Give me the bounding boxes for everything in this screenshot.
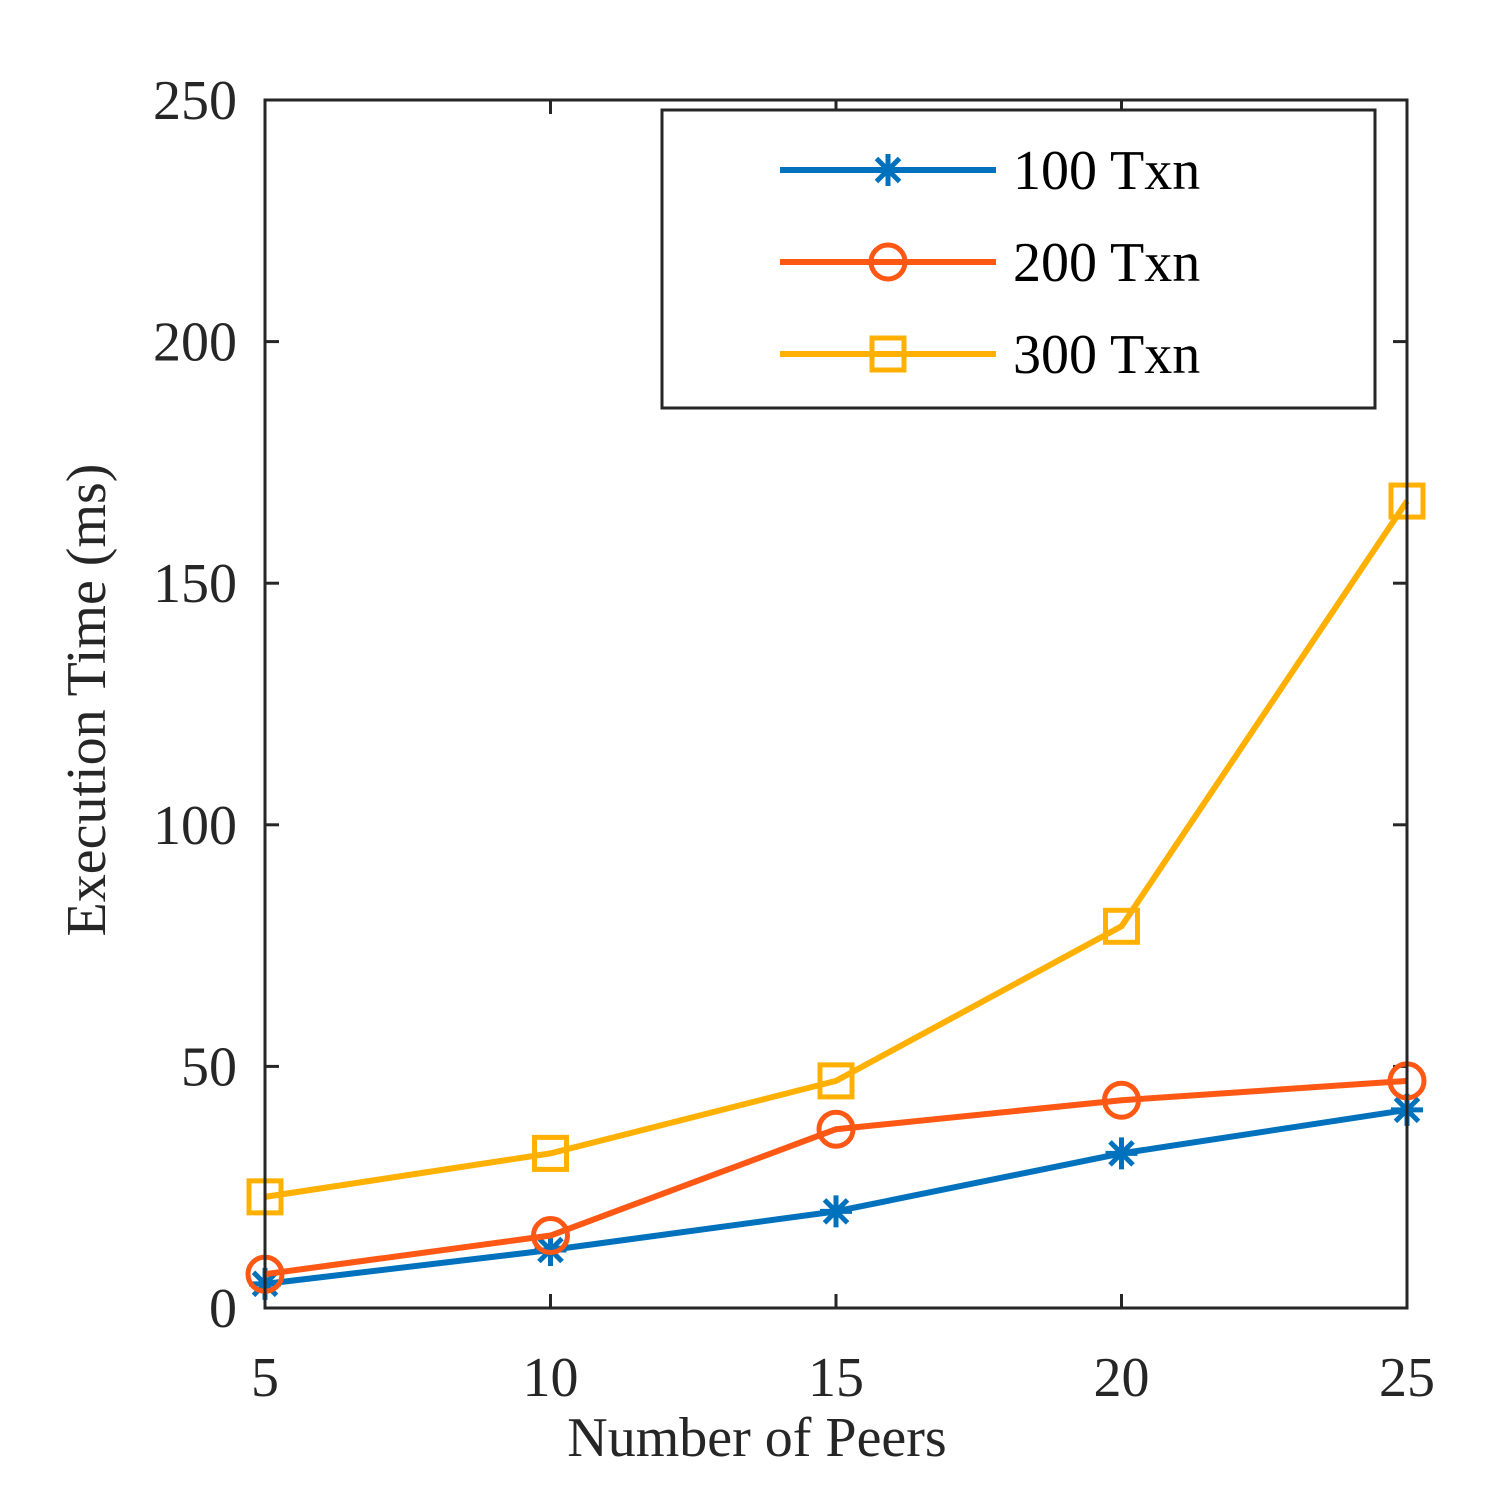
legend-label: 300 Txn: [1013, 324, 1200, 386]
data-point-marker: [532, 1134, 569, 1172]
y-tick-label: 200: [153, 312, 237, 374]
legend-entry: 200 Txn: [780, 232, 1200, 294]
x-tick-label: 20: [1094, 1347, 1150, 1409]
legend-label: 100 Txn: [1013, 140, 1200, 202]
y-tick-label: 50: [181, 1036, 237, 1098]
data-point-marker: [1103, 907, 1140, 945]
legend: 100 Txn 200 Txn 300 Txn: [660, 108, 1377, 410]
plot-frame: [263, 98, 1409, 1310]
legend-label: 200 Txn: [1013, 232, 1200, 294]
data-point-marker: [1102, 1080, 1141, 1120]
legend-marker: [872, 154, 904, 186]
x-axis-label: Number of Peers: [567, 1407, 946, 1469]
legend-marker: [868, 242, 908, 282]
x-tick-label: 25: [1379, 1347, 1435, 1409]
series-line: [264, 1077, 1408, 1278]
data-point-marker: [531, 1216, 570, 1256]
y-tick-label: 250: [153, 70, 237, 132]
y-tick-label: 100: [153, 795, 237, 857]
series-line: [264, 499, 1410, 1200]
data-point-marker: [1105, 1137, 1138, 1170]
legend-marker: [869, 335, 907, 373]
legend-entry: 100 Txn: [780, 140, 1200, 202]
x-tick-label: 10: [523, 1347, 579, 1409]
data-point-marker: [820, 1195, 852, 1228]
y-axis-label: Execution Time (ms): [56, 464, 118, 937]
x-tick-label: 5: [251, 1347, 279, 1409]
y-tick-label: 0: [209, 1278, 237, 1340]
y-tick-label: 150: [153, 553, 237, 615]
data-point-marker: [817, 1062, 855, 1100]
series-200-txn: [245, 1061, 1427, 1294]
data-point-marker: [816, 1109, 856, 1149]
legend-entry: 300 Txn: [780, 324, 1200, 386]
x-tick-label: 15: [808, 1347, 864, 1409]
